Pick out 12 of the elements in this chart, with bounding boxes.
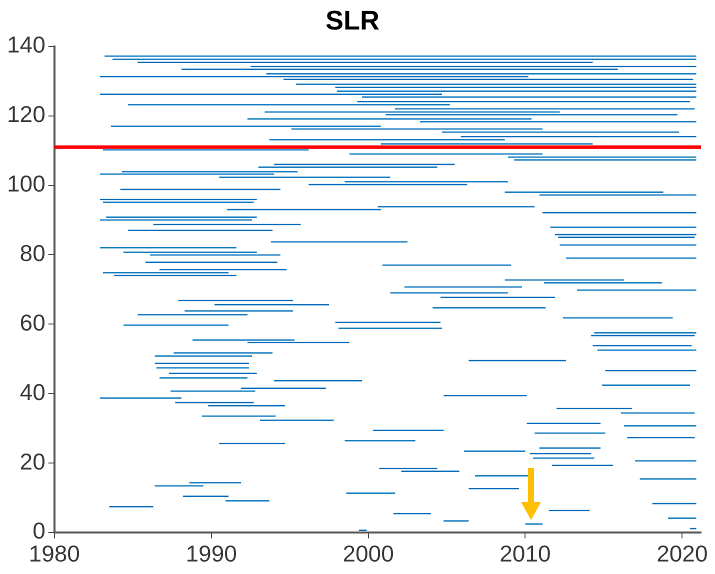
y-tick-label: 40 [20, 378, 46, 405]
y-tick-label: 120 [7, 101, 46, 128]
x-tick-label: 1990 [186, 540, 237, 567]
y-tick-label: 80 [20, 240, 46, 266]
y-tick-label: 100 [7, 170, 46, 197]
x-tick-label: 2010 [500, 540, 551, 567]
x-tick-label: 2020 [656, 540, 708, 567]
x-tick-label: 2000 [342, 540, 394, 567]
y-tick-label: 60 [20, 309, 46, 336]
y-tick-label: 20 [20, 448, 46, 474]
y-tick-label: 140 [7, 32, 46, 58]
chart-title: SLR [326, 6, 380, 36]
